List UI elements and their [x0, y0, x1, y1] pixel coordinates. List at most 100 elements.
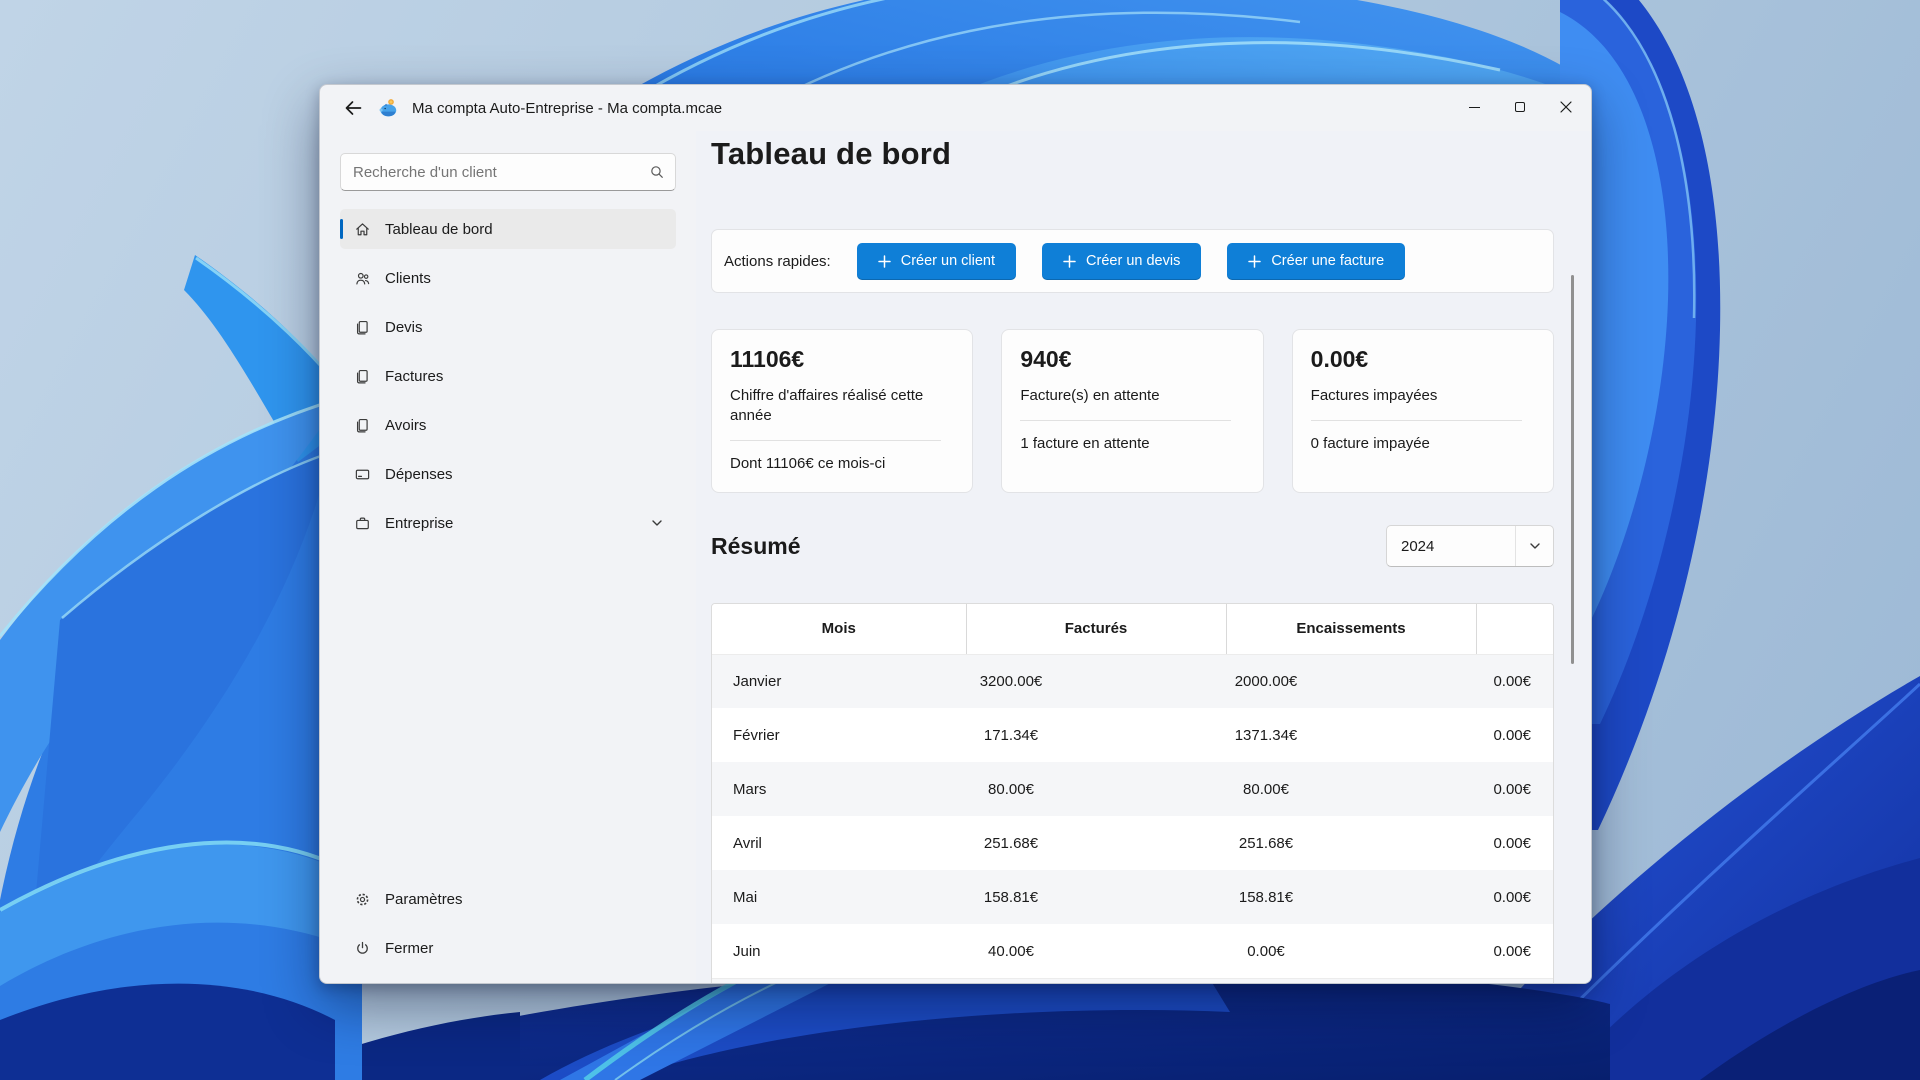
people-icon [354, 270, 371, 287]
stat-value: 0.00€ [1310, 346, 1369, 372]
stat-label: Facture(s) en attente [1020, 387, 1160, 404]
col-header-mois: Mois [712, 604, 966, 655]
stat-cards: 11106€ Chiffre d'affaires réalisé cette … [711, 329, 1554, 493]
window-title: Ma compta Auto-Entreprise - Ma compta.mc… [412, 99, 723, 117]
sidebar-item-depenses[interactable]: Dépenses [340, 454, 676, 494]
card-icon [354, 466, 371, 483]
create-client-button[interactable]: Créer un client [856, 242, 1017, 280]
summary-title: Résumé [711, 532, 801, 559]
cell-encaissements: 2000.00€ [1234, 672, 1298, 690]
cell-mois: Mai [733, 888, 758, 906]
table-row: Mai 158.81€ 158.81€ 0.00€ [712, 870, 1553, 924]
search-icon[interactable] [649, 164, 665, 180]
button-label: Créer un devis [1086, 253, 1181, 269]
cell-factures: 80.00€ [988, 780, 1034, 798]
cell-mois: Juin [733, 942, 761, 960]
sidebar-item-label: Factures [385, 367, 444, 385]
home-icon [354, 221, 371, 238]
sidebar-item-label: Dépenses [385, 465, 453, 483]
stat-label: Chiffre d'affaires réalisé cette année [730, 387, 924, 424]
sidebar-item-factures[interactable]: Factures [340, 356, 676, 396]
piggy-bank-app-icon [378, 97, 400, 119]
back-arrow-icon [343, 98, 363, 118]
maximize-button[interactable] [1497, 85, 1543, 129]
cell-extra: 0.00€ [1493, 672, 1531, 690]
cell-encaissements: 0.00€ [1247, 942, 1285, 960]
sidebar-item-parametres[interactable]: Paramètres [340, 879, 676, 919]
col-header-encaissements: Encaissements [1225, 604, 1476, 655]
quick-actions-bar: Actions rapides: Créer un client Créer u… [711, 229, 1554, 293]
quick-actions-label: Actions rapides: [724, 252, 831, 270]
stat-sub: 0 facture impayée [1310, 435, 1430, 452]
document-icon [354, 368, 371, 385]
stat-value: 940€ [1020, 346, 1072, 372]
gear-icon [354, 891, 371, 908]
stat-card-factures-attente: 940€ Facture(s) en attente 1 facture en … [1001, 329, 1264, 493]
table-row: Juin 40.00€ 0.00€ 0.00€ [712, 924, 1553, 978]
chevron-down-icon[interactable] [1515, 526, 1553, 566]
button-label: Créer une facture [1271, 253, 1385, 269]
minimize-icon [1468, 106, 1480, 108]
sidebar-item-label: Tableau de bord [385, 220, 493, 238]
col-header-factures: Facturés [965, 604, 1226, 655]
app-window: Ma compta Auto-Entreprise - Ma compta.mc… [319, 84, 1592, 984]
cell-factures: 251.68€ [983, 834, 1039, 852]
stat-label: Factures impayées [1310, 387, 1438, 404]
year-select-value: 2024 [1401, 537, 1435, 555]
page-title: Tableau de bord [711, 136, 952, 171]
sidebar-item-label: Clients [385, 269, 431, 287]
sidebar-item-label: Entreprise [385, 514, 454, 532]
sidebar: Tableau de bord Clients Devis [320, 131, 696, 983]
caption-buttons [1451, 85, 1589, 131]
client-search [340, 153, 676, 191]
search-input[interactable] [353, 163, 649, 181]
window-body: Tableau de bord Clients Devis [320, 131, 1591, 983]
minimize-button[interactable] [1451, 85, 1497, 129]
cell-encaissements: 158.81€ [1238, 888, 1294, 906]
plus-icon [1063, 254, 1076, 268]
cell-encaissements: 1371.34€ [1234, 726, 1298, 744]
sidebar-item-entreprise[interactable]: Entreprise [340, 503, 676, 543]
sidebar-item-clients[interactable]: Clients [340, 258, 676, 298]
back-button[interactable] [338, 93, 368, 123]
table-row: Mars 80.00€ 80.00€ 0.00€ [712, 762, 1553, 816]
year-select[interactable]: 2024 [1386, 525, 1554, 567]
stat-card-factures-impayees: 0.00€ Factures impayées 0 facture impayé… [1291, 329, 1554, 493]
sidebar-item-tableau-de-bord[interactable]: Tableau de bord [340, 209, 676, 249]
sidebar-item-label: Fermer [385, 939, 434, 957]
sidebar-item-avoirs[interactable]: Avoirs [340, 405, 676, 445]
button-label: Créer un client [900, 253, 996, 269]
cell-extra: 0.00€ [1493, 834, 1531, 852]
cell-encaissements: 80.00€ [1243, 780, 1289, 798]
titlebar: Ma compta Auto-Entreprise - Ma compta.mc… [320, 85, 1591, 131]
create-devis-button[interactable]: Créer un devis [1042, 242, 1202, 280]
maximize-icon [1515, 102, 1525, 112]
close-button[interactable] [1543, 85, 1589, 129]
plus-icon [1248, 254, 1262, 268]
cell-mois: Février [733, 726, 780, 744]
create-facture-button[interactable]: Créer une facture [1227, 242, 1406, 280]
document-icon [354, 417, 371, 434]
stat-card-chiffre-affaires: 11106€ Chiffre d'affaires réalisé cette … [711, 329, 974, 493]
plus-icon [877, 254, 891, 268]
table-row-partial [712, 978, 1553, 983]
sidebar-item-devis[interactable]: Devis [340, 307, 676, 347]
summary-header: Résumé 2024 [711, 525, 1554, 567]
cell-encaissements: 251.68€ [1238, 834, 1294, 852]
sidebar-item-fermer[interactable]: Fermer [340, 928, 676, 968]
summary-table: Mois Facturés Encaissements Janvier 3200… [711, 603, 1554, 983]
vertical-scrollbar[interactable] [1571, 275, 1574, 664]
cell-extra: 0.00€ [1493, 780, 1531, 798]
cell-extra: 0.00€ [1493, 726, 1531, 744]
cell-factures: 40.00€ [988, 942, 1034, 960]
cell-extra: 0.00€ [1493, 942, 1531, 960]
sidebar-item-label: Avoirs [385, 416, 427, 434]
document-icon [354, 319, 371, 336]
table-row: Février 171.34€ 1371.34€ 0.00€ [712, 708, 1553, 762]
table-row: Janvier 3200.00€ 2000.00€ 0.00€ [712, 654, 1553, 708]
col-header-extra [1475, 604, 1553, 655]
stat-value: 11106€ [730, 346, 805, 372]
cell-mois: Janvier [733, 672, 782, 690]
